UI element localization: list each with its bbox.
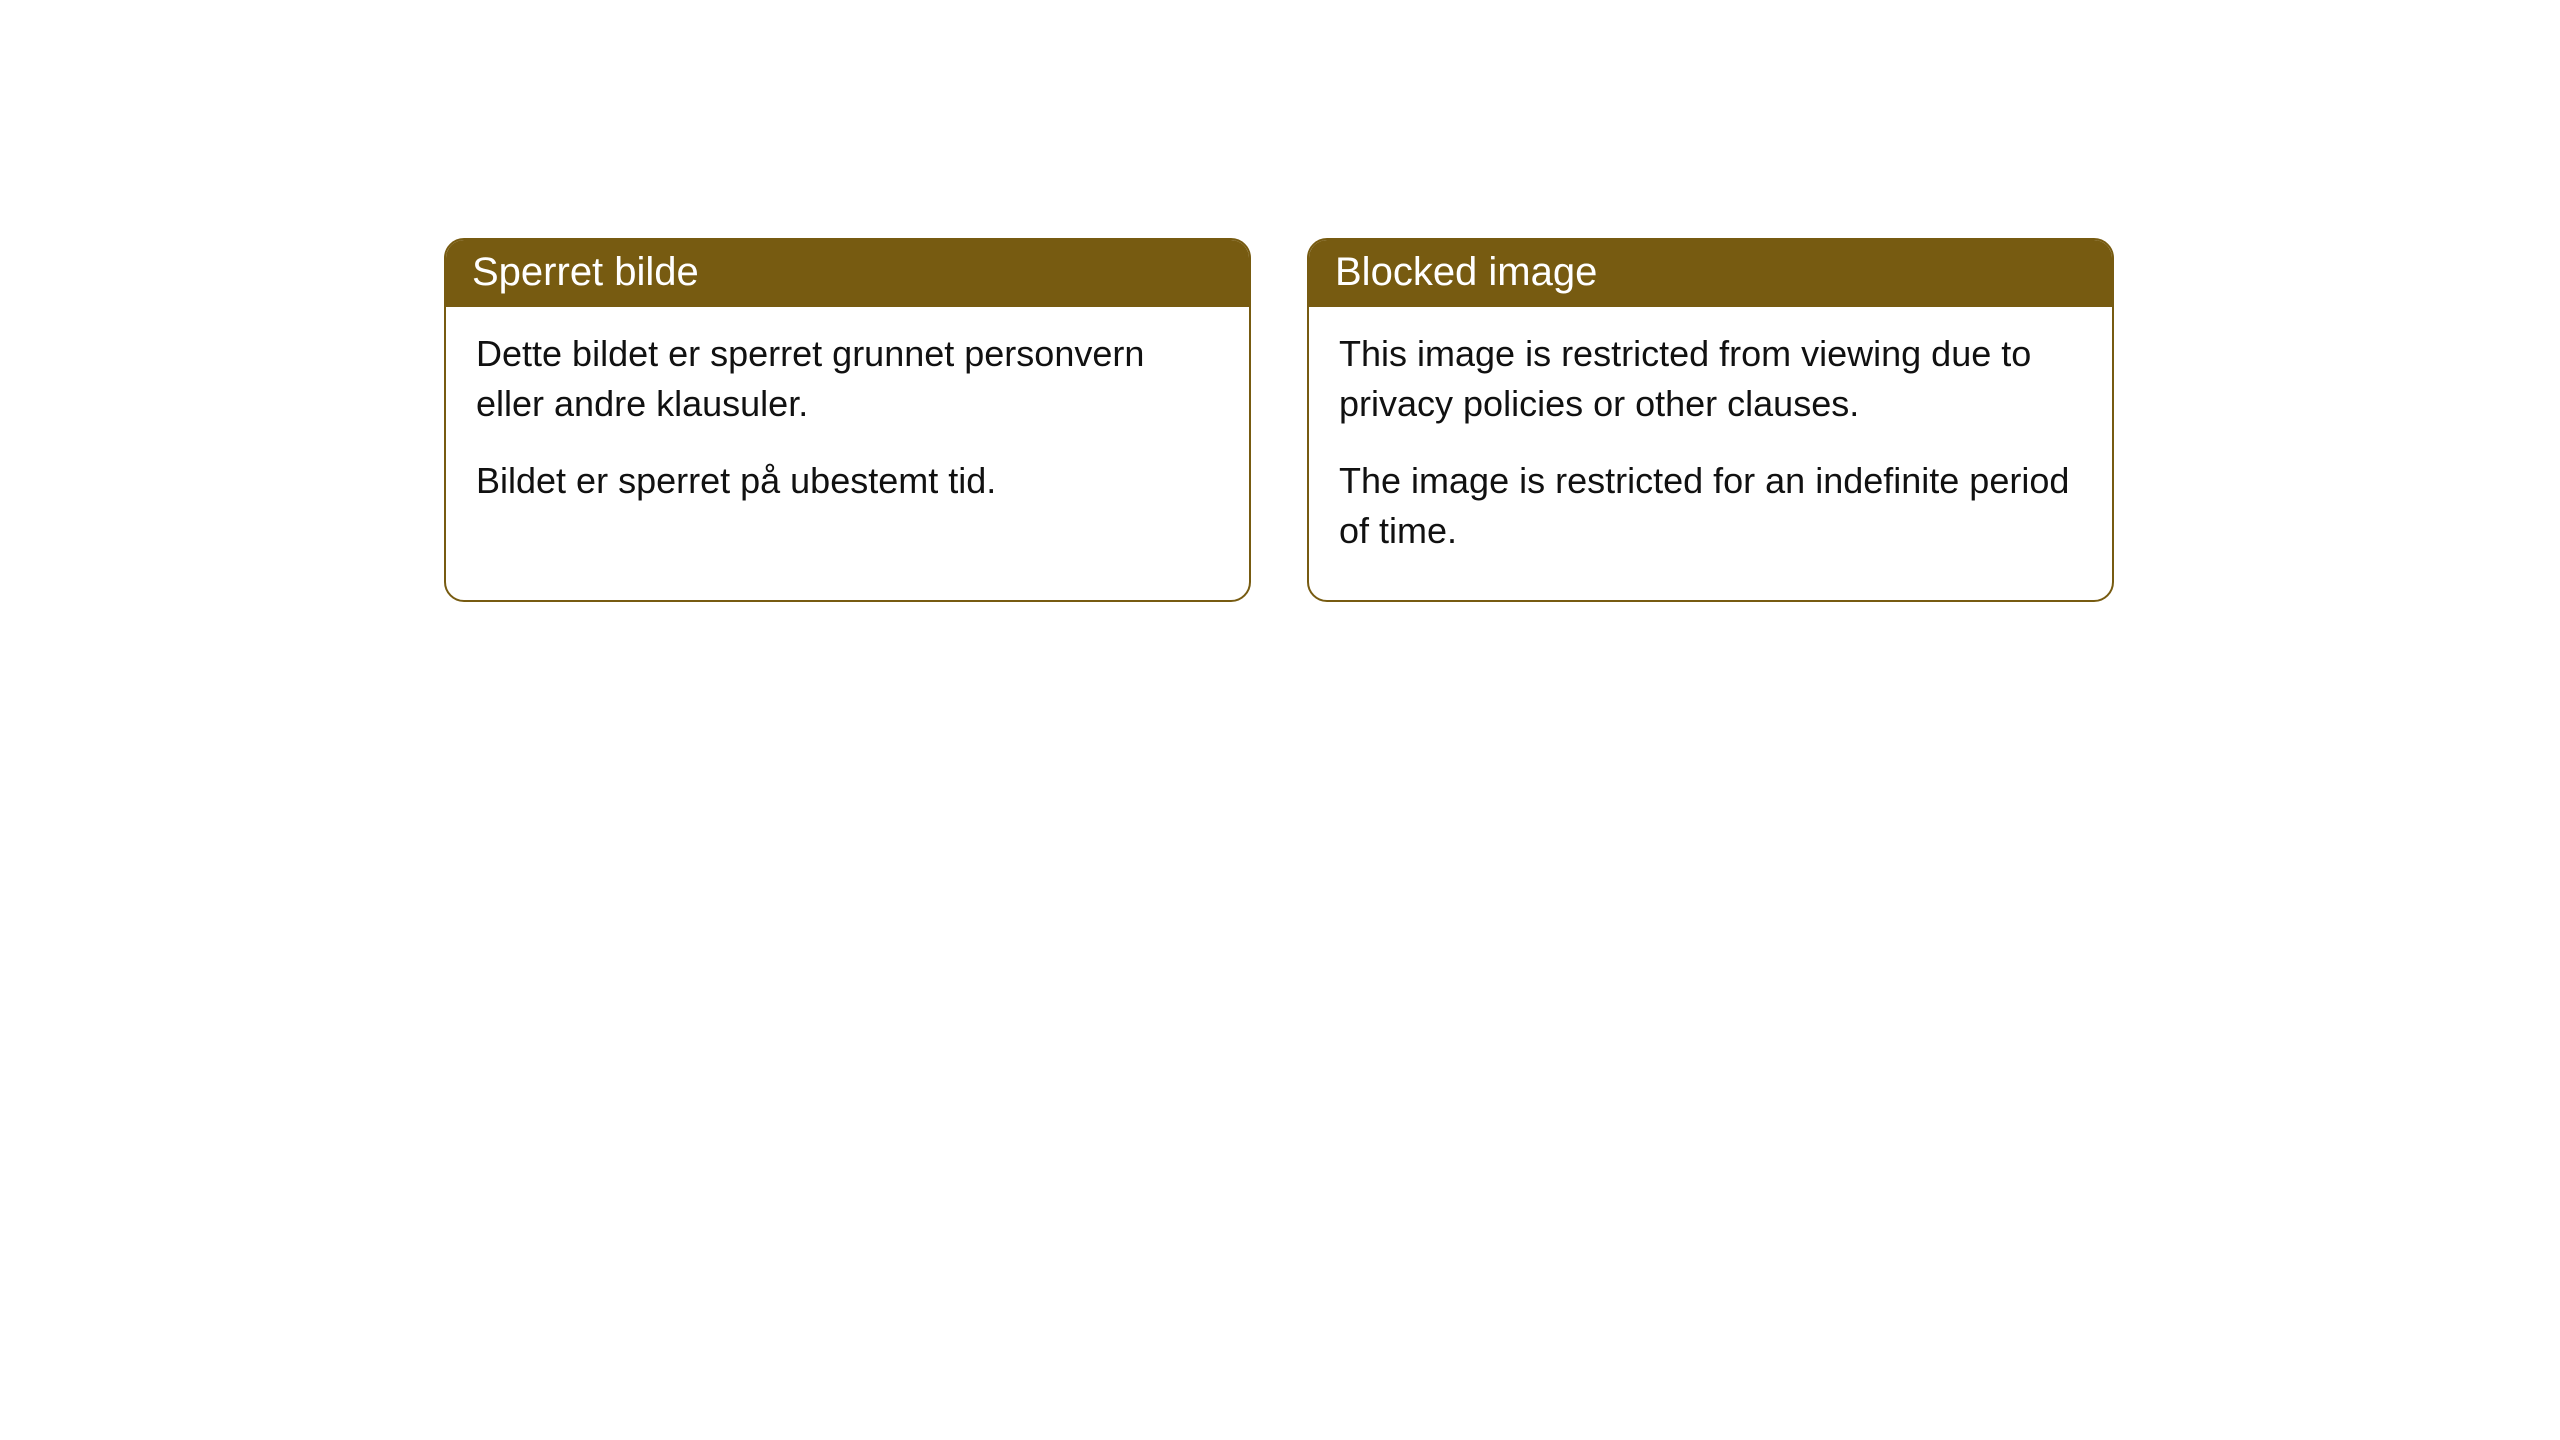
card-title-en: Blocked image xyxy=(1309,240,2112,307)
card-paragraph-en-1: This image is restricted from viewing du… xyxy=(1339,329,2082,428)
card-title-no: Sperret bilde xyxy=(446,240,1249,307)
cards-container: Sperret bilde Dette bildet er sperret gr… xyxy=(0,0,2560,602)
blocked-image-card-no: Sperret bilde Dette bildet er sperret gr… xyxy=(444,238,1251,602)
card-body-en: This image is restricted from viewing du… xyxy=(1309,307,2112,600)
card-paragraph-no-2: Bildet er sperret på ubestemt tid. xyxy=(476,456,1219,506)
card-paragraph-no-1: Dette bildet er sperret grunnet personve… xyxy=(476,329,1219,428)
card-paragraph-en-2: The image is restricted for an indefinit… xyxy=(1339,456,2082,555)
blocked-image-card-en: Blocked image This image is restricted f… xyxy=(1307,238,2114,602)
card-body-no: Dette bildet er sperret grunnet personve… xyxy=(446,307,1249,550)
